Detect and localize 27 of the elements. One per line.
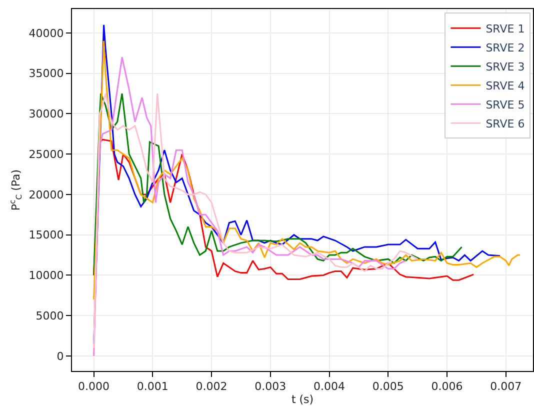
legend-label: SRVE 5 bbox=[486, 98, 525, 112]
y-tick-label: 5000 bbox=[36, 309, 64, 322]
y-tick-label: 40000 bbox=[28, 26, 64, 40]
line-series bbox=[93, 92, 463, 276]
legend-label: SRVE 2 bbox=[486, 41, 525, 54]
line-series bbox=[93, 92, 418, 349]
legend-label: SRVE 6 bbox=[486, 117, 525, 130]
line-series bbox=[93, 56, 407, 357]
legend-label: SRVE 4 bbox=[486, 79, 525, 92]
legend-label: SRVE 3 bbox=[486, 60, 525, 74]
x-tick-label: 0.003 bbox=[254, 380, 286, 394]
x-tick-label: 0.006 bbox=[431, 380, 463, 394]
x-tick-label: 0.005 bbox=[372, 380, 404, 394]
y-tick-label: 10000 bbox=[28, 269, 64, 282]
y-tick-label: 30000 bbox=[28, 108, 64, 121]
y-tick-label: 15000 bbox=[28, 228, 64, 242]
y-tick-label: 0 bbox=[56, 350, 64, 363]
x-tick-label: 0.004 bbox=[314, 380, 346, 394]
x-tick-label: 0.000 bbox=[78, 380, 110, 394]
y-tick-label: 35000 bbox=[28, 67, 64, 80]
x-tick-label: 0.001 bbox=[136, 380, 168, 394]
x-axis-title: t (s) bbox=[291, 393, 314, 406]
y-tick-label: 25000 bbox=[28, 148, 64, 161]
x-tick-label: 0.002 bbox=[196, 380, 228, 394]
x-tick-label: 0.007 bbox=[490, 380, 522, 394]
legend-label: SRVE 1 bbox=[486, 22, 525, 36]
y-tick-label: 20000 bbox=[28, 188, 64, 202]
